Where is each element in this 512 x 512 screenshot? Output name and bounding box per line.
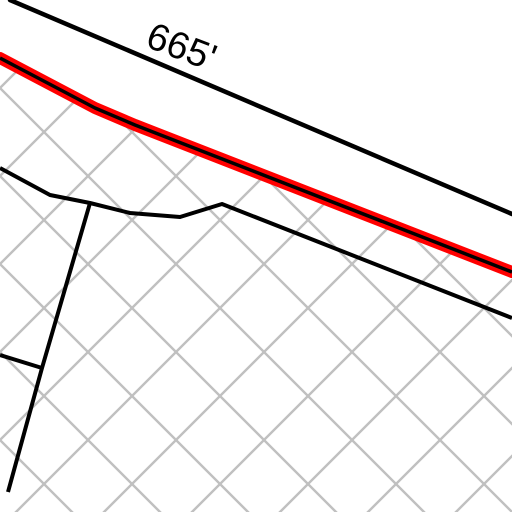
parcel-line-road-inner <box>0 166 512 320</box>
parcel-line-short <box>0 353 43 370</box>
road-edge-line <box>7 0 512 217</box>
highlighted-boundary-core <box>0 56 512 274</box>
dimension-label: 665' <box>141 15 222 80</box>
